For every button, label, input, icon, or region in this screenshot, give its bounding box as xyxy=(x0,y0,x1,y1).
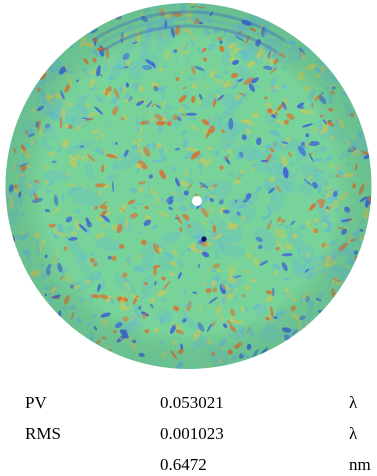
metric-value-rms-nm: 0.6472 xyxy=(160,455,207,474)
metric-row-pv: PV 0.053021 λ xyxy=(25,393,358,412)
wavefront-rim xyxy=(5,3,372,369)
metrics-table: PV 0.053021 λ RMS 0.001023 λ 0.6472 nm xyxy=(25,393,371,474)
center-hole xyxy=(192,196,202,206)
metric-unit-rms: λ xyxy=(349,424,358,443)
metric-value-rms: 0.001023 xyxy=(160,424,224,443)
metric-label-pv: PV xyxy=(25,393,47,412)
metric-unit-rms-nm: nm xyxy=(349,455,371,474)
metric-row-rms: RMS 0.001023 λ xyxy=(25,424,358,443)
metric-label-rms: RMS xyxy=(25,424,61,443)
metric-row-rms-nm: 0.6472 nm xyxy=(160,455,371,474)
center-dark-spot xyxy=(201,236,207,242)
wavefront-map xyxy=(5,3,372,369)
metric-unit-pv: λ xyxy=(349,393,358,412)
metric-value-pv: 0.053021 xyxy=(160,393,224,412)
